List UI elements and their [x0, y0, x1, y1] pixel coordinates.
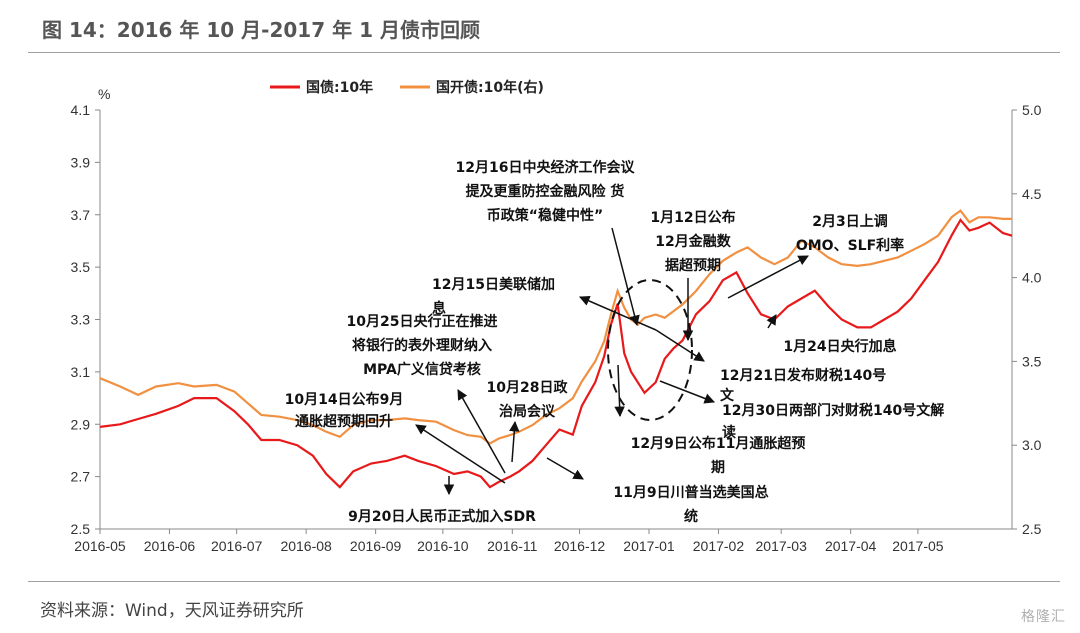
annotation-a9: 12月21日发布财税140号 — [720, 367, 886, 384]
annotation-a12: 统 — [684, 508, 698, 525]
arrow-a11 — [614, 364, 625, 418]
annotation-a10: 读 — [722, 424, 736, 441]
arrow-a7 — [415, 424, 506, 484]
highlight-ellipse — [607, 279, 693, 421]
x-tick-label: 2016-05 — [74, 538, 126, 554]
annotation-a4: 息 — [432, 300, 446, 317]
annotation-a7: 10月14日公布9月 — [285, 391, 404, 408]
annotation-a3: 2月3日上调 — [812, 214, 887, 230]
arrow-a8 — [509, 420, 520, 463]
arrow-a1 — [611, 227, 640, 327]
x-tick-label: 2017-02 — [693, 538, 745, 554]
annotation-a2: 1月12日公布 — [650, 209, 735, 226]
arrow-a12 — [546, 457, 584, 480]
legend-label-gov10y: 国债:10年 — [306, 79, 373, 96]
annotation-a5: 10月25日央行正在推进 — [347, 313, 498, 330]
x-tick-label: 2017-04 — [825, 538, 877, 554]
y-left-tick-label: 3.9 — [71, 154, 91, 170]
annotation-a9: 文 — [720, 387, 735, 404]
title-divider — [28, 52, 1060, 53]
annotation-a10: 12月30日两部门对财税140号文解 — [722, 402, 944, 419]
annotation-a1: 12月16日中央经济工作会议 — [456, 159, 636, 176]
y-left-tick-label: 2.7 — [71, 469, 91, 485]
arrow-a6 — [766, 314, 777, 329]
y-left-tick-label: 3.1 — [71, 364, 91, 380]
annotation-a12: 11月9日川普当选美国总 — [613, 484, 768, 501]
annotation-a8: 10月28日政 — [487, 379, 569, 396]
y-right-tick-label: 4.5 — [1022, 186, 1042, 202]
x-tick-label: 2016-12 — [554, 538, 606, 554]
y-left-tick-label: 2.9 — [71, 416, 91, 432]
annotation-a1: 提及更重防控金融风险 货 — [466, 183, 625, 200]
source-note: 资料来源：Wind，天风证券研究所 — [40, 601, 304, 621]
y-right-tick-label: 3.5 — [1022, 353, 1042, 369]
x-tick-label: 2016-11 — [487, 538, 538, 554]
x-tick-label: 2017-03 — [756, 538, 808, 554]
arrow-a10 — [659, 380, 715, 404]
arrow-a5 — [457, 389, 506, 474]
y-left-tick-label: 4.1 — [71, 102, 91, 118]
y-right-tick-label: 4.0 — [1022, 270, 1042, 286]
x-tick-label: 2016-07 — [211, 538, 263, 554]
legend-label-cdb10y: 国开债:10年(右) — [436, 79, 544, 96]
annotation-arrows — [415, 227, 809, 496]
annotation-a11: 12月9日公布11月通胀超预 — [631, 435, 806, 452]
annotation-a8: 治局会议 — [499, 403, 556, 420]
source-divider — [28, 581, 1060, 582]
y-left-tick-label: 3.3 — [71, 312, 91, 328]
x-tick-label: 2016-08 — [280, 538, 332, 554]
y-left-tick-label: 2.5 — [71, 521, 91, 537]
arrow-a4-a — [579, 295, 657, 331]
y-right-tick-label: 2.5 — [1022, 521, 1042, 537]
x-tick-label: 2016-06 — [144, 538, 196, 554]
arrow-a3 — [727, 255, 809, 299]
bond-yield-chart: 国债:10年 国开债:10年(右) % 2.5 2.7 2.9 3.1 3.3 3.5 3.… — [71, 79, 1042, 554]
x-tick-label: 2017-01 — [623, 538, 675, 554]
annotation-a7: 通胀超预期回升 — [295, 413, 393, 430]
y-left-tick-label: 3.5 — [71, 259, 91, 275]
x-tick-label: 2017-05 — [892, 538, 944, 554]
annotation-a6: 1月24日央行加息 — [783, 338, 896, 355]
annotation-a1: 币政策“稳健中性” — [487, 207, 603, 224]
watermark: 格隆汇 — [1021, 609, 1066, 625]
series-line-cdb10y — [99, 209, 1012, 445]
annotation-a5: 将银行的表外理财纳入 — [352, 337, 492, 354]
y-right-tick-label: 5.0 — [1022, 102, 1042, 118]
annotation-a2: 12月金融数 — [655, 233, 731, 250]
annotation-a3: OMO、SLF利率 — [796, 237, 904, 254]
annotation-a13: 9月20日人民币正式加入SDR — [348, 508, 536, 525]
x-tick-label: 2016-09 — [350, 538, 402, 554]
y-left-tick-label: 3.7 — [71, 207, 91, 223]
x-tick-label: 2016-10 — [417, 538, 469, 554]
y-unit-label: % — [98, 86, 110, 102]
annotation-a11: 期 — [711, 460, 725, 476]
annotation-a2: 据超预期 — [665, 257, 721, 274]
annotation-a4: 12月15日美联储加 — [432, 276, 555, 293]
arrow-a4-b — [655, 329, 705, 362]
annotation-a5: MPA广义信贷考核 — [363, 361, 481, 378]
y-right-tick-label: 3.0 — [1022, 437, 1042, 453]
page-title: 图 14：2016 年 10 月-2017 年 1 月债市回顾 — [42, 18, 480, 42]
